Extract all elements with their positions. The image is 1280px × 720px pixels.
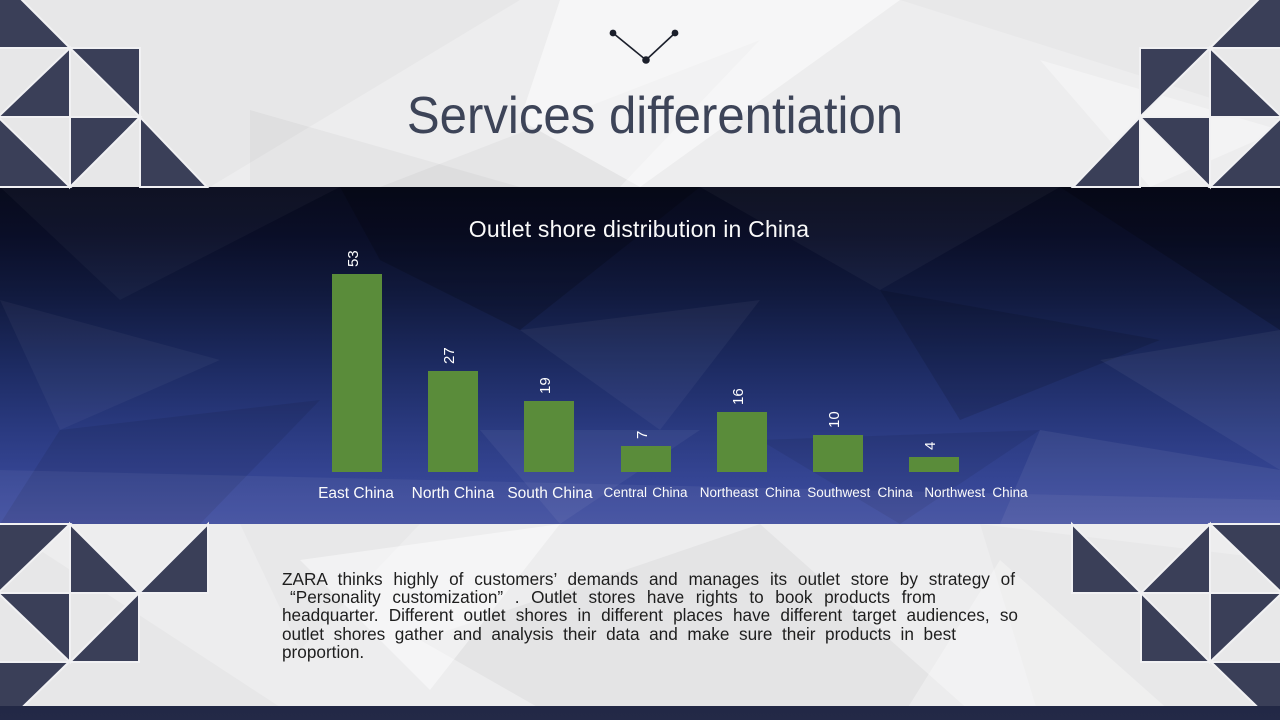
body-line: proportion. — [282, 641, 365, 662]
category-label: South China — [507, 485, 593, 502]
slide-title: Services differentiation — [406, 87, 904, 145]
bar-central-china — [620, 445, 671, 472]
body-line: headquarter. Different outlet shores in … — [282, 605, 1018, 626]
bar-value-label: 53 — [345, 250, 362, 267]
body-line: “Personality customization” . Outlet sto… — [290, 587, 936, 608]
category-label: Northeast China — [699, 485, 801, 500]
category-label: East China — [318, 485, 394, 502]
category-label: North China — [411, 485, 495, 502]
bar-value-label: 7 — [633, 430, 651, 439]
bar-east-china — [332, 273, 382, 472]
bar-value-label: 4 — [922, 441, 940, 451]
category-label: Southwest China — [807, 485, 913, 500]
bar-southwest-china — [813, 434, 863, 472]
bar-value-label: 27 — [441, 347, 459, 365]
category-label: Northwest China — [924, 485, 1028, 500]
bar-value-label: 19 — [537, 377, 555, 395]
body-paragraph: ZARA thinks highly of customers’ demands… — [282, 570, 1022, 661]
bar-south-china — [524, 401, 575, 472]
bar-value-label: 10 — [826, 410, 843, 428]
footer-strip — [0, 706, 1280, 720]
bar-northeast-china — [716, 412, 767, 472]
bar-north-china — [428, 371, 479, 472]
category-label: Central China — [603, 485, 688, 500]
body-line: outlet shores gather and analysis their … — [282, 623, 956, 644]
bar-value-label: 16 — [729, 388, 747, 406]
chart-title: Outlet shore distribution in China — [468, 216, 810, 242]
body-line: ZARA thinks highly of customers’ demands… — [282, 569, 1015, 589]
bar-northwest-china — [909, 457, 960, 472]
